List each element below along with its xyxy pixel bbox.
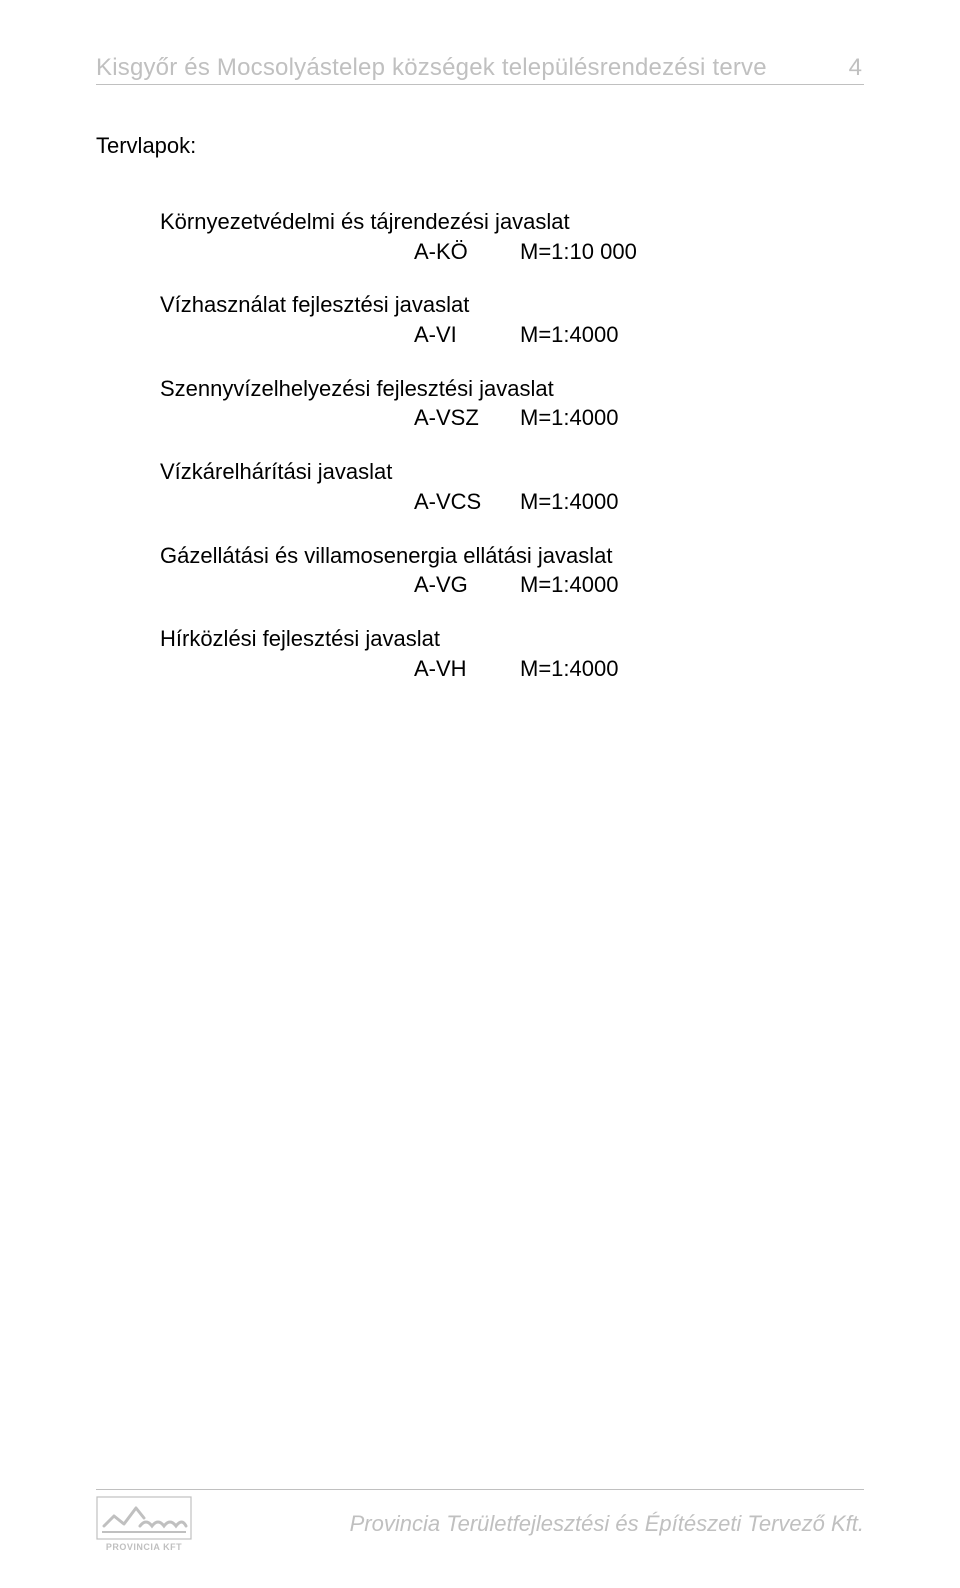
- company-logo-icon: [96, 1496, 192, 1540]
- entry-title: Vízkárelhárítási javaslat: [160, 457, 864, 487]
- entry-scale: M=1:4000: [520, 403, 618, 433]
- page-footer: PROVINCIA KFT Provincia Területfejleszté…: [0, 1489, 960, 1552]
- header-title: Kisgyőr és Mocsolyástelep községek telep…: [96, 54, 767, 82]
- entry-code-row: A-VG M=1:4000: [160, 570, 864, 600]
- entry-scale: M=1:4000: [520, 487, 618, 517]
- entry-code-row: A-VI M=1:4000: [160, 320, 864, 350]
- entry: Vízhasználat fejlesztési javaslat A-VI M…: [96, 290, 864, 349]
- entry-code: A-VSZ: [160, 403, 520, 433]
- entry-code-row: A-VH M=1:4000: [160, 654, 864, 684]
- entry-scale: M=1:4000: [520, 320, 618, 350]
- entry-scale: M=1:10 000: [520, 237, 637, 267]
- page: Kisgyőr és Mocsolyástelep községek telep…: [0, 0, 960, 1588]
- footer-logo-caption: PROVINCIA KFT: [106, 1542, 182, 1552]
- footer-company-text: Provincia Területfejlesztési és Építésze…: [350, 1511, 864, 1537]
- footer-logo: PROVINCIA KFT: [96, 1496, 192, 1552]
- page-content: Tervlapok: Környezetvédelmi és tájrendez…: [96, 85, 864, 683]
- entry: Hírközlési fejlesztési javaslat A-VH M=1…: [96, 624, 864, 683]
- entry-code: A-VI: [160, 320, 520, 350]
- entry: Környezetvédelmi és tájrendezési javasla…: [96, 207, 864, 266]
- entry-title: Környezetvédelmi és tájrendezési javasla…: [160, 207, 864, 237]
- entry-scale: M=1:4000: [520, 570, 618, 600]
- entry-title: Gázellátási és villamosenergia ellátási …: [160, 541, 864, 571]
- footer-line: PROVINCIA KFT Provincia Területfejleszté…: [96, 1489, 864, 1552]
- entry-code-row: A-KÖ M=1:10 000: [160, 237, 864, 267]
- entry-code-row: A-VCS M=1:4000: [160, 487, 864, 517]
- section-label: Tervlapok:: [96, 133, 864, 159]
- entry-code: A-KÖ: [160, 237, 520, 267]
- entry-code-row: A-VSZ M=1:4000: [160, 403, 864, 433]
- entry: Gázellátási és villamosenergia ellátási …: [96, 541, 864, 600]
- entry-code: A-VH: [160, 654, 520, 684]
- entry-code: A-VCS: [160, 487, 520, 517]
- entry-title: Hírközlési fejlesztési javaslat: [160, 624, 864, 654]
- entry-title: Vízhasználat fejlesztési javaslat: [160, 290, 864, 320]
- entry-code: A-VG: [160, 570, 520, 600]
- entry: Szennyvízelhelyezési fejlesztési javasla…: [96, 374, 864, 433]
- header-page-number: 4: [849, 54, 864, 82]
- entry-title: Szennyvízelhelyezési fejlesztési javasla…: [160, 374, 864, 404]
- entry-scale: M=1:4000: [520, 654, 618, 684]
- page-header: Kisgyőr és Mocsolyástelep községek telep…: [96, 0, 864, 85]
- entry: Vízkárelhárítási javaslat A-VCS M=1:4000: [96, 457, 864, 516]
